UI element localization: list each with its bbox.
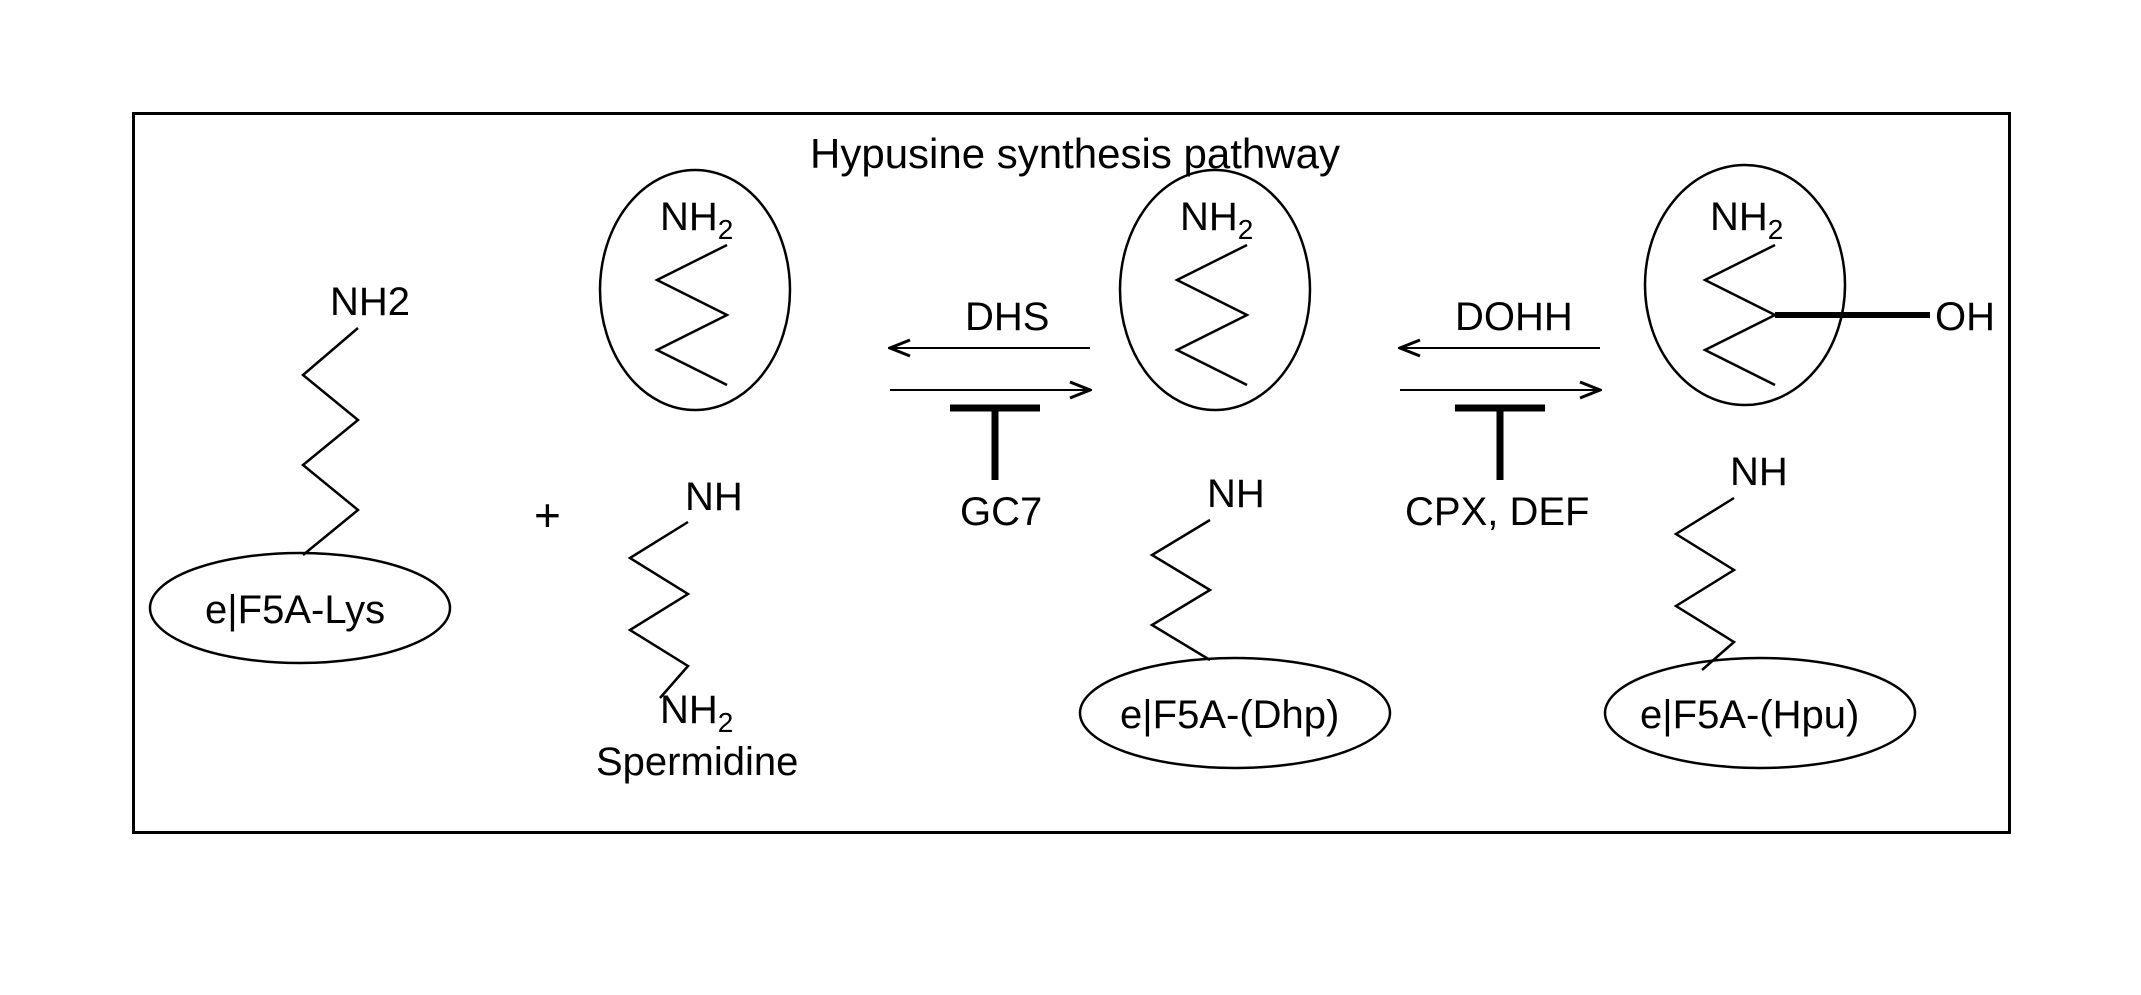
nh-dhp: NH — [1207, 472, 1265, 517]
spermidine-label: Spermidine — [596, 740, 798, 785]
cpx-def-label: CPX, DEF — [1405, 490, 1589, 535]
nh-hpu: NH — [1730, 450, 1788, 495]
oh-label: OH — [1935, 295, 1995, 340]
nh-spermidine: NH — [685, 475, 743, 520]
nh2-label-lys: NH2 — [330, 280, 410, 325]
nh2-spermidine-bottom: NH2 — [660, 688, 733, 739]
elf5a-dhp-label: e|F5A-(Dhp) — [1120, 693, 1339, 738]
diagram-title: Hypusine synthesis pathway — [810, 130, 1340, 178]
elf5a-lys-label: e|F5A-Lys — [205, 588, 385, 633]
nh2-hpu-top: NH2 — [1710, 195, 1783, 246]
nh2-spermidine-top: NH2 — [660, 195, 733, 246]
dohh-label: DOHH — [1455, 295, 1573, 340]
nh2-dhp-top: NH2 — [1180, 195, 1253, 246]
elf5a-hpu-label: e|F5A-(Hpu) — [1640, 693, 1859, 738]
plus-sign: + — [534, 488, 561, 542]
gc7-label: GC7 — [960, 490, 1042, 535]
dhs-label: DHS — [965, 295, 1049, 340]
